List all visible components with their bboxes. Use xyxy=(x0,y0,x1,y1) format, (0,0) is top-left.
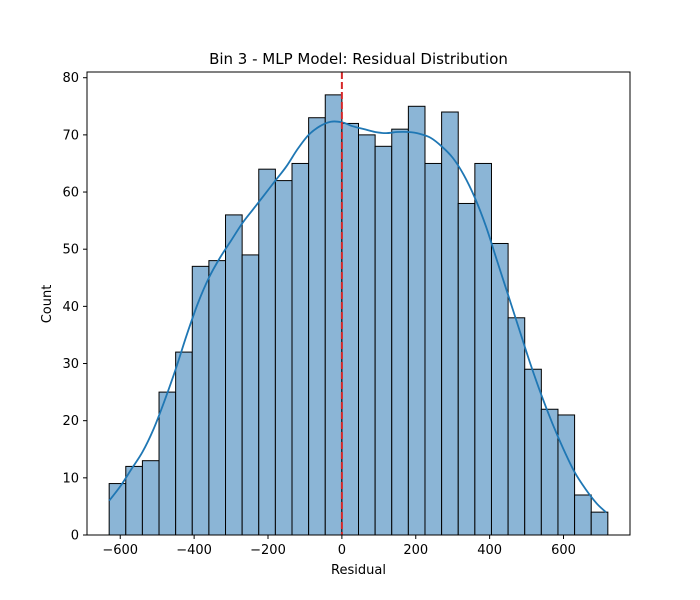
histogram-bar xyxy=(274,180,293,536)
histogram-bar xyxy=(125,465,143,536)
y-axis-label: Count xyxy=(40,285,55,324)
histogram-bar xyxy=(524,368,542,536)
y-tick-label: 20 xyxy=(62,414,79,429)
histogram-bar xyxy=(208,260,227,536)
histogram-bar xyxy=(158,391,177,536)
y-tick-label: 10 xyxy=(62,471,79,486)
histogram-bar xyxy=(557,414,576,536)
bars-layer xyxy=(108,94,609,536)
plot-area-frame xyxy=(86,71,631,536)
y-axis-ticks: 0 10 20 30 40 50 60 70 80 xyxy=(62,71,87,544)
histogram-bar xyxy=(507,317,526,536)
y-tick-label: 70 xyxy=(62,128,79,143)
y-tick-label: 0 xyxy=(71,529,79,544)
histogram-bar xyxy=(175,351,193,536)
histogram-bar xyxy=(424,162,443,536)
histogram-bar xyxy=(241,254,260,536)
histogram-bar xyxy=(391,128,409,536)
histogram-bar xyxy=(225,214,243,536)
y-tick-label: 80 xyxy=(62,71,79,86)
histogram-bar xyxy=(358,134,376,536)
kde-layer xyxy=(108,120,607,513)
y-tick-label: 30 xyxy=(62,357,79,372)
x-tick-label: 400 xyxy=(477,543,502,558)
histogram-bar xyxy=(574,494,592,536)
x-tick-label: 200 xyxy=(403,543,428,558)
histogram-bar xyxy=(374,145,393,536)
histogram-bar xyxy=(191,265,210,536)
histogram-bar xyxy=(308,117,326,536)
x-tick-label: −600 xyxy=(102,543,138,558)
histogram-bar xyxy=(590,511,609,536)
x-tick-label: −400 xyxy=(176,543,212,558)
histogram-bar xyxy=(441,111,459,536)
kde-curve xyxy=(108,120,607,513)
x-tick-label: 600 xyxy=(551,543,576,558)
y-tick-label: 60 xyxy=(62,186,79,201)
x-tick-label: −200 xyxy=(250,543,286,558)
histogram-bar xyxy=(141,460,160,536)
x-axis-label: Residual xyxy=(331,563,386,578)
histogram-bar xyxy=(341,122,360,536)
y-tick-label: 40 xyxy=(62,300,79,315)
histogram-bar xyxy=(324,94,343,536)
histogram-bar xyxy=(258,168,276,536)
chart-title: Bin 3 - MLP Model: Residual Distribution xyxy=(209,50,508,68)
histogram-bar xyxy=(407,105,426,536)
histogram-bar xyxy=(291,162,310,536)
histogram-bar xyxy=(457,202,476,536)
y-tick-label: 50 xyxy=(62,243,79,258)
histogram-bar xyxy=(540,408,559,536)
x-axis-ticks: −600 −400 −200 0 200 400 600 xyxy=(102,535,576,558)
x-tick-label: 0 xyxy=(338,543,346,558)
